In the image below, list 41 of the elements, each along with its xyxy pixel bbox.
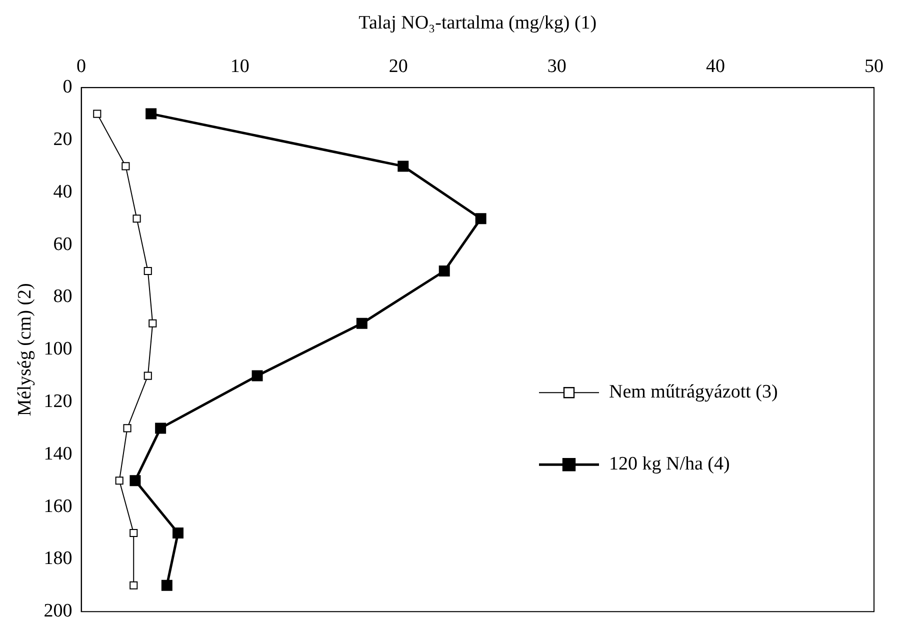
y-tick-label: 180 xyxy=(44,548,72,570)
point xyxy=(123,424,132,432)
point xyxy=(122,162,130,170)
point xyxy=(130,581,138,590)
x-tick-label: 30 xyxy=(547,56,566,78)
legend-label: 120 kg N/ha (4) xyxy=(609,454,730,475)
point xyxy=(438,266,450,276)
y-tick-label: 40 xyxy=(53,181,72,202)
x-tick-label: 10 xyxy=(230,56,250,78)
y-tick-label: 120 xyxy=(44,390,72,412)
x-tick-label: 20 xyxy=(388,56,408,78)
point xyxy=(144,372,152,380)
y-tick-label: 160 xyxy=(44,496,72,517)
y-axis-title: Mélység (cm) (2) xyxy=(14,283,36,416)
x-tick-label: 0 xyxy=(76,56,86,78)
point xyxy=(161,580,172,591)
point xyxy=(172,528,184,538)
point xyxy=(398,160,409,172)
point xyxy=(148,319,157,328)
point xyxy=(475,213,486,224)
point xyxy=(115,476,124,485)
point xyxy=(130,528,138,538)
point xyxy=(155,422,166,434)
legend-label: Nem műtrágyázott (3) xyxy=(609,382,778,403)
y-tick-label: 100 xyxy=(44,338,72,360)
y-tick-label: 0 xyxy=(62,76,72,98)
y-tick-label: 80 xyxy=(53,286,72,308)
point xyxy=(93,110,102,118)
x-tick-label: 40 xyxy=(706,56,725,78)
point xyxy=(132,214,141,223)
point xyxy=(252,370,263,382)
y-tick-label: 20 xyxy=(53,128,72,150)
y-tick-label: 200 xyxy=(44,600,72,622)
point xyxy=(146,108,157,120)
x-tick-label: 50 xyxy=(864,56,884,78)
point xyxy=(144,266,152,276)
y-tick-label: 60 xyxy=(53,234,72,255)
x-axis-title: Talaj NO₃-tartalma (mg/kg) (1) xyxy=(358,12,597,34)
y-tick-label: 140 xyxy=(44,443,72,464)
point xyxy=(356,318,368,329)
point xyxy=(130,475,141,486)
